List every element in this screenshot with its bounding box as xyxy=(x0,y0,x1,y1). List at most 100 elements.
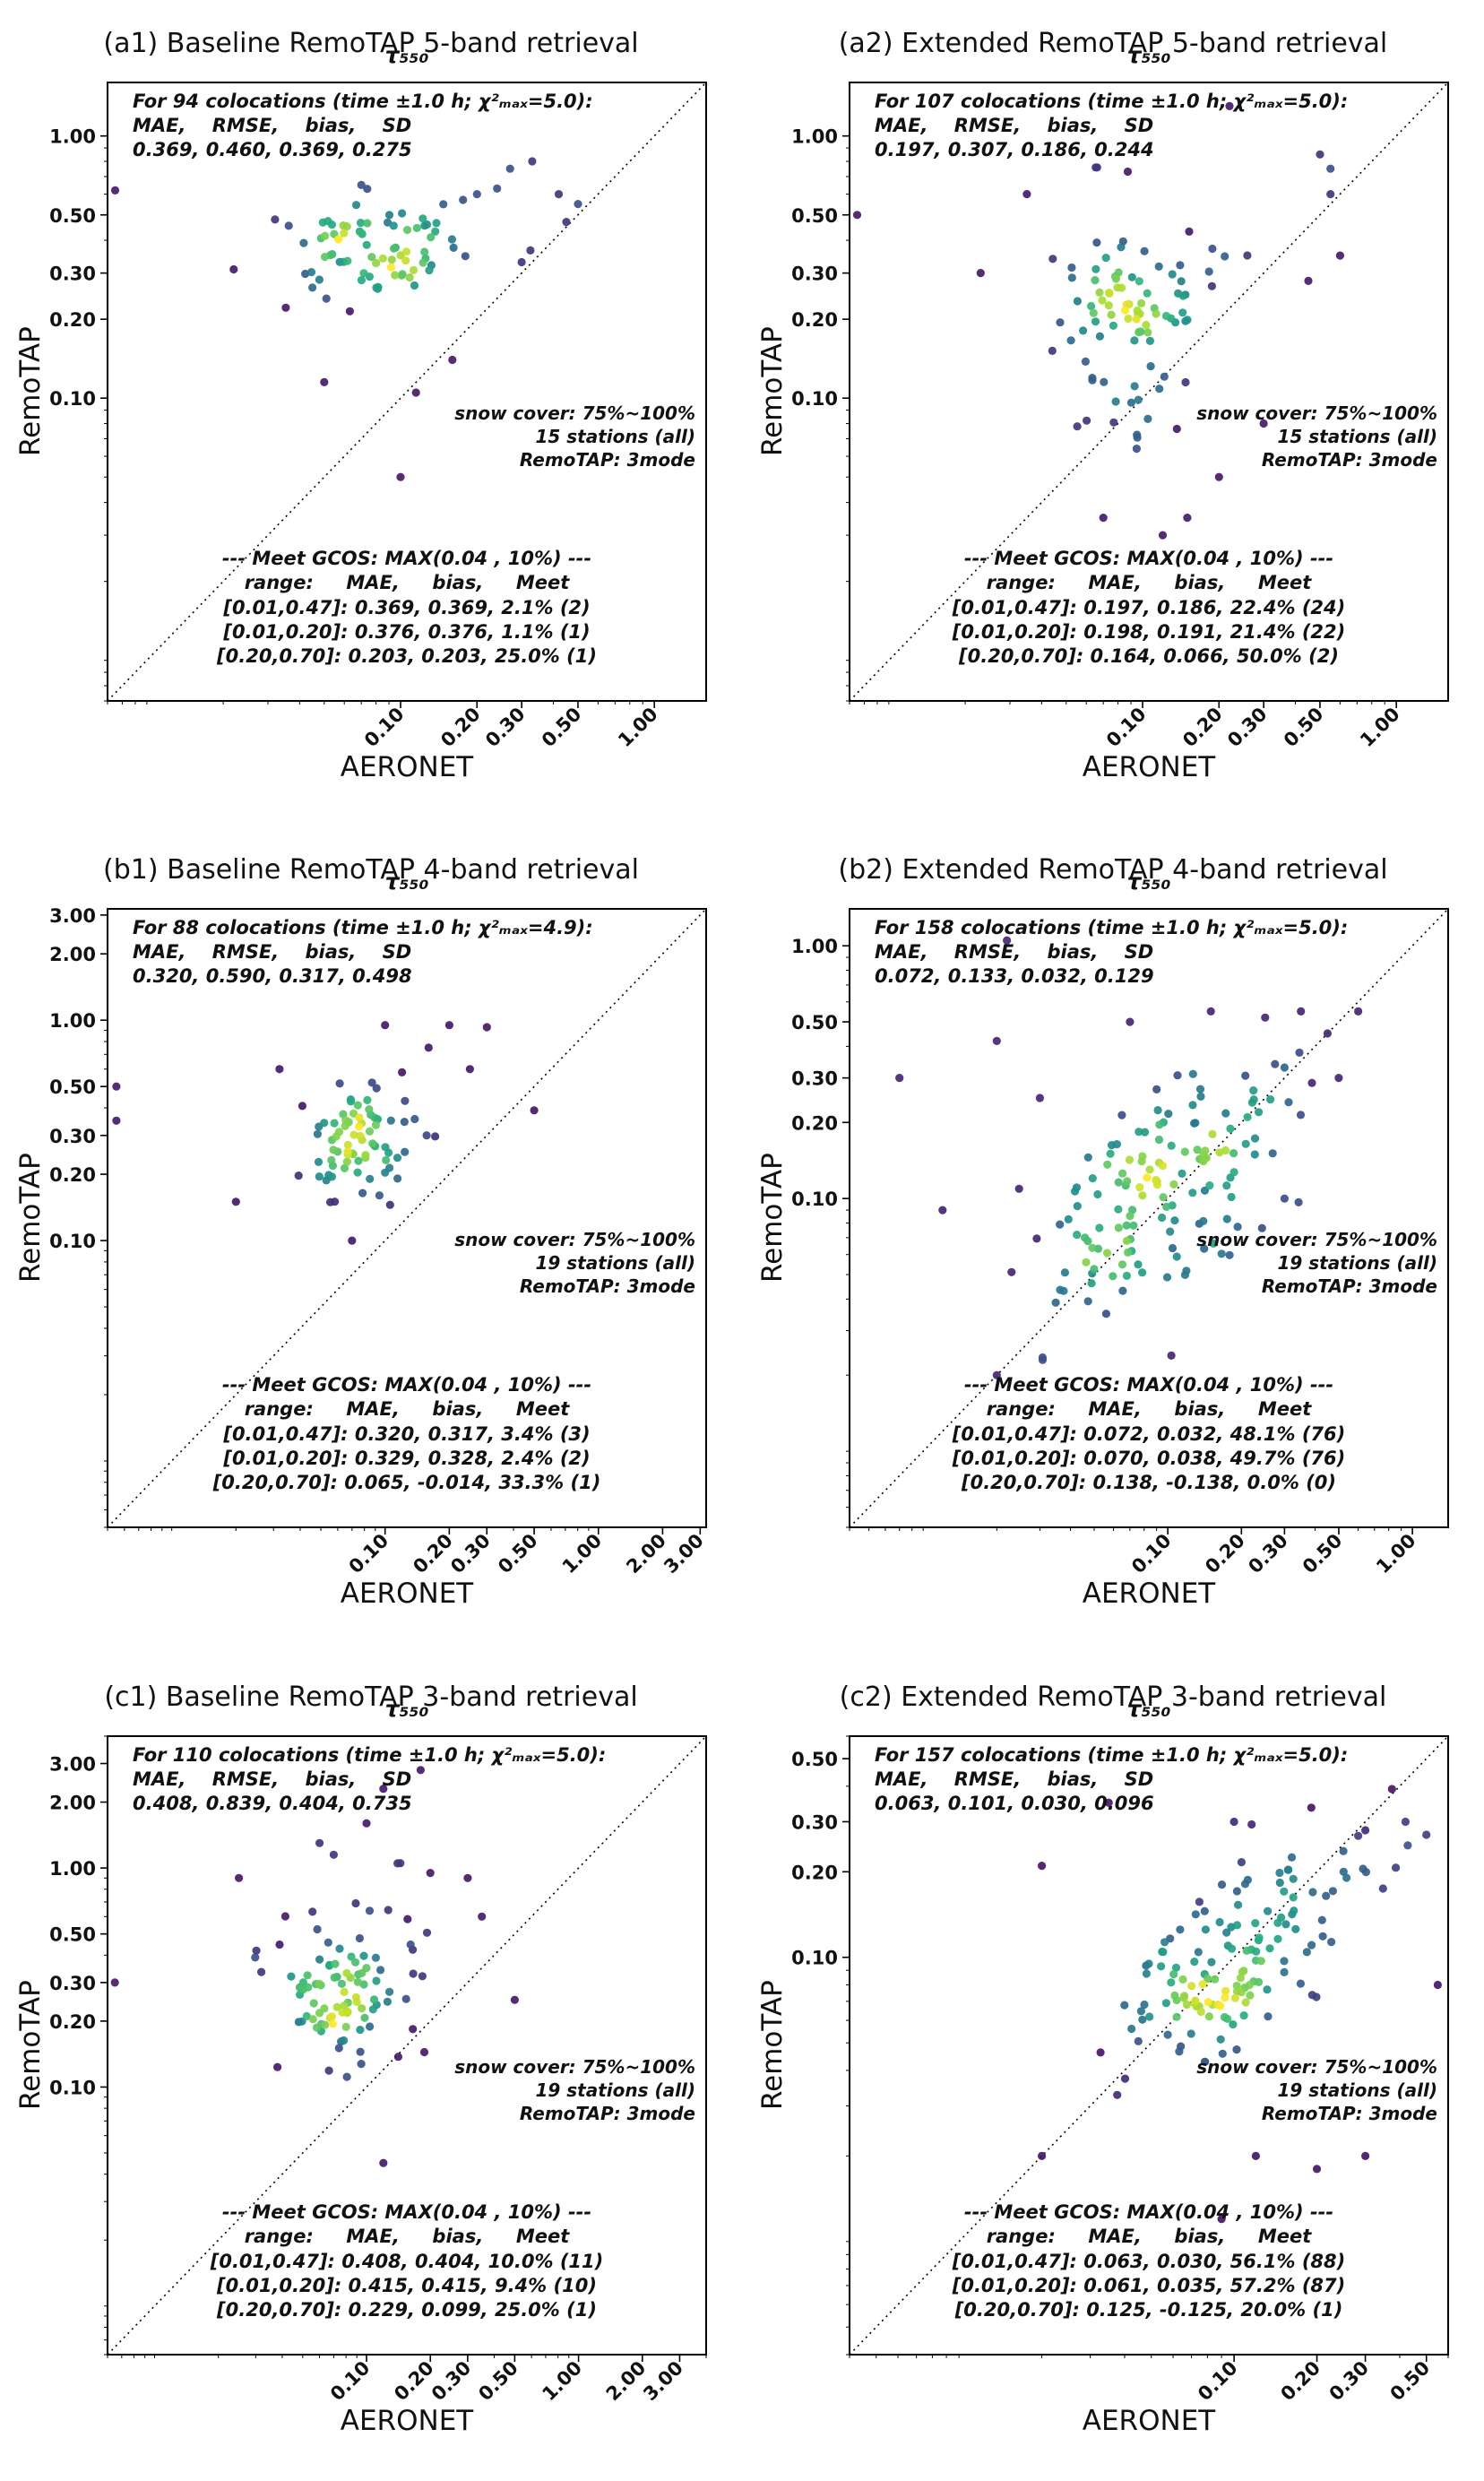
axes-box xyxy=(107,908,707,1528)
annotation-line: [0.01,0.20]: 0.198, 0.191, 21.4% (22) xyxy=(952,620,1346,643)
side-annotation: snow cover: 75%~100% 19 stations (all) Rem… xyxy=(850,2055,1437,2125)
x-tick-label: 0.50 xyxy=(1280,704,1328,752)
panel-title: (b1) Baseline RemoTAP 4-band retrieval xyxy=(103,853,639,886)
y-axis-label: RemoTAP xyxy=(756,1153,789,1284)
x-tick-label: 0.30 xyxy=(427,2357,476,2406)
x-tick-label: 1.00 xyxy=(1372,1530,1420,1578)
y-tick-label: 0.20 xyxy=(791,309,838,331)
y-tick-label: 0.30 xyxy=(791,1068,838,1090)
annotation-line: snow cover: 75%~100% xyxy=(454,2056,695,2078)
annotation-line: --- Meet GCOS: MAX(0.04 , 10%) --- xyxy=(963,2201,1334,2223)
annotation-line: 0.408, 0.839, 0.404, 0.735 xyxy=(133,1792,412,1814)
stats-annotation: For 94 colocations (time ±1.0 h; χ²ₘₐₓ=5… xyxy=(133,90,593,162)
y-tick-label: 0.10 xyxy=(791,388,838,410)
panel-c1: 0.10 0.10 0.20 0.20 0.30 0.30 0.50 0.50 1.00 1.00… xyxy=(0,1654,742,2481)
x-tick-label: 0.10 xyxy=(1194,2357,1242,2406)
y-tick-label: 3.00 xyxy=(49,1754,96,1776)
gcos-annotation: --- Meet GCOS: MAX(0.04 , 10%) --- range:… xyxy=(108,547,706,669)
annotation-line: [0.01,0.47]: 0.063, 0.030, 56.1% (88) xyxy=(952,2250,1346,2272)
x-axis-label: AERONET xyxy=(340,2405,474,2437)
one-to-one-line xyxy=(107,82,707,702)
one-to-one-line xyxy=(849,1735,1449,2356)
annotation-line: [0.01,0.20]: 0.376, 0.376, 1.1% (1) xyxy=(223,620,591,643)
panel-a1: 0.10 0.10 0.20 0.20 0.30 0.30 0.50 0.50 1.00 1.00… xyxy=(0,0,742,826)
x-tick-label: 0.10 xyxy=(1127,1530,1176,1578)
x-tick-label: 0.10 xyxy=(326,2357,375,2406)
annotation-line: --- Meet GCOS: MAX(0.04 , 10%) --- xyxy=(221,2201,592,2223)
y-tick-label: 0.20 xyxy=(49,1164,96,1186)
x-tick-label: 2.00 xyxy=(602,2357,651,2406)
annotation-line: --- Meet GCOS: MAX(0.04 , 10%) --- xyxy=(963,1374,1334,1396)
one-to-one-line xyxy=(107,1735,707,2356)
annotation-line: 0.320, 0.590, 0.317, 0.498 xyxy=(133,964,412,987)
annotation-line: MAE, RMSE, bias, SD xyxy=(133,1768,412,1790)
panel-title: (c2) Extended RemoTAP 3-band retrieval xyxy=(839,1681,1387,1713)
x-axis-label: AERONET xyxy=(340,1578,474,1610)
x-tick-label: 1.00 xyxy=(1356,704,1404,752)
stats-annotation: For 110 colocations (time ±1.0 h; χ²ₘₐₓ=… xyxy=(133,1743,606,1816)
x-axis-label: AERONET xyxy=(1082,751,1216,783)
annotation-line: 19 stations (all) xyxy=(535,1252,695,1274)
annotation-line: snow cover: 75%~100% xyxy=(454,1229,695,1250)
annotation-line: RemoTAP: 3mode xyxy=(1261,1275,1437,1297)
y-tick-label: 1.00 xyxy=(791,936,838,957)
annotation-line: [0.01,0.20]: 0.415, 0.415, 9.4% (10) xyxy=(217,2274,597,2296)
annotation-line: range: MAE, bias, Meet xyxy=(244,2226,570,2248)
scatter-plot-c1: 0.100.100.200.200.300.300.500.501.001.00… xyxy=(49,1735,707,2406)
annotation-line: 19 stations (all) xyxy=(1277,2079,1437,2101)
scatter-points xyxy=(1038,1785,1442,2224)
scatter-plot-a2: 0.100.100.200.200.300.300.500.501.001.00 xyxy=(791,82,1449,752)
annotation-line: --- Meet GCOS: MAX(0.04 , 10%) --- xyxy=(963,548,1334,569)
annotation-line: RemoTAP: 3mode xyxy=(519,1275,695,1297)
x-tick-label: 0.50 xyxy=(1298,1530,1347,1578)
side-annotation: snow cover: 75%~100% 15 stations (all) Rem… xyxy=(108,402,695,471)
x-tick-label: 3.00 xyxy=(660,1530,708,1578)
annotation-line: 15 stations (all) xyxy=(1277,426,1437,447)
side-annotation: snow cover: 75%~100% 19 stations (all) Rem… xyxy=(108,1228,695,1298)
x-tick-label: 2.00 xyxy=(622,1530,670,1578)
x-tick-label: 0.50 xyxy=(494,1530,542,1578)
annotation-line: [0.20,0.70]: 0.229, 0.099, 25.0% (1) xyxy=(217,2299,597,2321)
tau-subtitle: τ₅₅₀ xyxy=(1126,42,1171,68)
annotation-line: [0.01,0.47]: 0.197, 0.186, 22.4% (24) xyxy=(952,596,1346,618)
scatter-plot-b1: 0.100.100.200.200.300.300.500.501.001.00… xyxy=(49,905,708,1578)
y-tick-label: 0.10 xyxy=(791,1948,838,1969)
panel-a2: 0.10 0.10 0.20 0.20 0.30 0.30 0.50 0.50 1.00 1.00… xyxy=(742,0,1484,826)
x-tick-label: 0.30 xyxy=(1223,704,1272,752)
annotation-line: [0.20,0.70]: 0.065, -0.014, 33.3% (1) xyxy=(212,1472,601,1494)
annotation-line: [0.01,0.47]: 0.369, 0.369, 2.1% (2) xyxy=(223,596,591,618)
y-tick-label: 0.50 xyxy=(49,205,96,227)
panel-title: (b2) Extended RemoTAP 4-band retrieval xyxy=(838,853,1388,886)
annotation-line: range: MAE, bias, Meet xyxy=(244,572,570,594)
y-tick-label: 2.00 xyxy=(49,944,96,965)
y-tick-label: 2.00 xyxy=(49,1793,96,1814)
gcos-annotation: --- Meet GCOS: MAX(0.04 , 10%) --- range:… xyxy=(108,1373,706,1495)
y-tick-label: 0.10 xyxy=(49,388,96,410)
y-tick-label: 0.50 xyxy=(791,205,838,227)
x-axis-label: AERONET xyxy=(1082,1578,1216,1610)
y-tick-label: 1.00 xyxy=(49,1858,96,1880)
axes-box xyxy=(107,82,707,702)
annotation-line: RemoTAP: 3mode xyxy=(519,2103,695,2124)
annotation-line: MAE, RMSE, bias, SD xyxy=(133,114,412,136)
annotation-line: MAE, RMSE, bias, SD xyxy=(875,114,1154,136)
annotation-line: MAE, RMSE, bias, SD xyxy=(875,940,1154,963)
y-tick-label: 0.30 xyxy=(49,264,96,285)
x-tick-label: 0.20 xyxy=(409,1530,457,1578)
axes-box xyxy=(849,908,1449,1528)
x-tick-label: 0.20 xyxy=(390,2357,438,2406)
y-axis-label: RemoTAP xyxy=(14,326,47,457)
x-tick-label: 1.00 xyxy=(614,704,662,752)
y-tick-label: 0.50 xyxy=(791,1012,838,1033)
annotation-line: 0.197, 0.307, 0.186, 0.244 xyxy=(875,138,1154,160)
annotation-line: RemoTAP: 3mode xyxy=(519,449,695,471)
y-tick-label: 1.00 xyxy=(49,126,96,148)
x-tick-label: 0.30 xyxy=(1325,2357,1374,2406)
axes-box xyxy=(849,82,1449,702)
annotation-line: [0.20,0.70]: 0.164, 0.066, 50.0% (2) xyxy=(959,645,1339,668)
annotation-line: snow cover: 75%~100% xyxy=(454,402,695,424)
gcos-annotation: --- Meet GCOS: MAX(0.04 , 10%) --- range:… xyxy=(850,1373,1448,1495)
scatter-points xyxy=(895,936,1363,1379)
x-tick-label: 0.30 xyxy=(481,704,530,752)
